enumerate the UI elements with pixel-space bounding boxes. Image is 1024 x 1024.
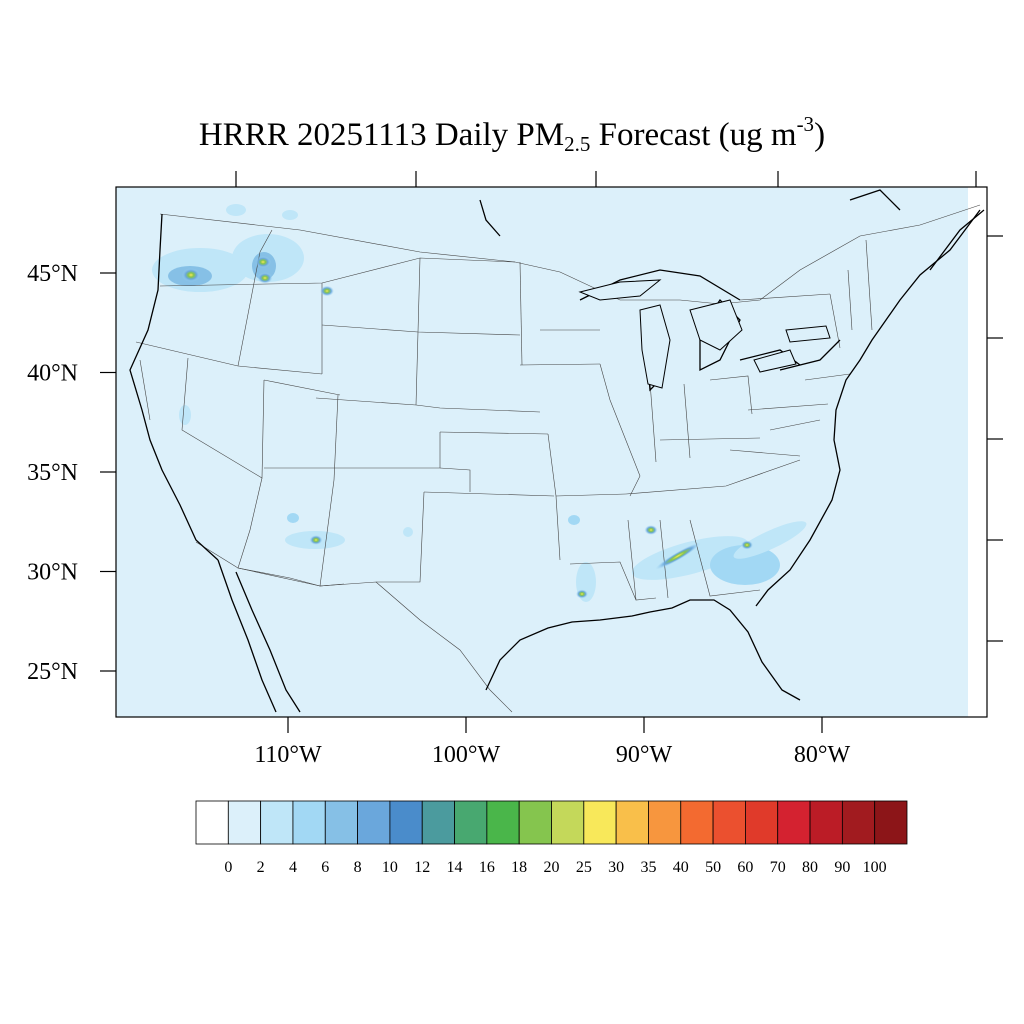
- colorbar-label-3: 6: [321, 859, 329, 876]
- lat-label-3: 30°N: [27, 560, 78, 586]
- colorbar-label-16: 60: [737, 859, 753, 876]
- hotspot-arizona-central: [309, 535, 323, 545]
- colorbar-label-4: 8: [354, 859, 362, 876]
- colorbar-swatch-0: [195, 800, 229, 845]
- lat-label-4: 25°N: [27, 659, 78, 685]
- colorbar-swatch-1: [227, 800, 262, 845]
- title-subscript: 2.5: [564, 132, 591, 156]
- hotspot-layer: [181, 256, 753, 599]
- title-superscript: -3: [796, 112, 815, 136]
- map-frame: [115, 186, 988, 718]
- title-middle: Forecast (ug m: [590, 117, 797, 153]
- plume-newmexico: [403, 527, 413, 537]
- hotspot-idaho-panhandle-south: [257, 272, 273, 284]
- colorbar-swatch-17: [745, 800, 779, 845]
- colorbar-swatch-11: [551, 800, 585, 845]
- colorbar-swatch-8: [454, 800, 488, 845]
- lat-label-1: 40°N: [27, 361, 78, 387]
- colorbar-label-13: 35: [640, 859, 656, 876]
- colorbar-label-17: 70: [770, 859, 786, 876]
- lat-label-0: 45°N: [27, 261, 78, 287]
- colorbar-swatch-15: [680, 800, 714, 845]
- colorbar-swatch-12: [583, 800, 617, 845]
- hotspot-montana-central: [320, 285, 334, 297]
- lon-label-0: 110°W: [254, 742, 322, 768]
- colorbar-swatch-21: [874, 800, 908, 845]
- hotspot-alabama-georgia-band: [655, 542, 701, 570]
- title-suffix: ): [814, 117, 826, 153]
- colorbar-label-9: 18: [511, 859, 527, 876]
- colorbar-label-15: 50: [705, 859, 721, 876]
- colorbar-label-5: 10: [382, 859, 398, 876]
- colorbar-label-12: 30: [608, 859, 624, 876]
- lat-label-2: 35°N: [27, 460, 78, 486]
- hotspot-georgia-east: [741, 540, 753, 550]
- plume-montana-north: [282, 210, 298, 220]
- hotspot-mississippi-central: [644, 525, 658, 535]
- plume-georgia: [710, 545, 780, 585]
- colorbar-swatch-4: [324, 800, 358, 845]
- plume-arizona-small: [287, 513, 299, 523]
- colorbar-swatch-9: [486, 800, 520, 845]
- colorbar-label-14: 40: [673, 859, 689, 876]
- colorbar-label-0: 0: [224, 859, 232, 876]
- colorbar-label-1: 2: [257, 859, 265, 876]
- colorbar-swatch-2: [260, 800, 294, 845]
- colorbar-label-18: 80: [802, 859, 818, 876]
- colorbar-swatch-3: [292, 800, 326, 845]
- colorbar-label-11: 25: [576, 859, 592, 876]
- colorbar: 0 2 4 6 8 10 12 14 16 18 20 25 30 35 40 50 60 70 80 90 100: [195, 800, 908, 876]
- map-east-edge: [968, 187, 987, 717]
- lon-ticks: [287, 717, 823, 733]
- colorbar-swatch-13: [615, 800, 649, 845]
- plume-montana: [226, 204, 246, 216]
- colorbar-label-6: 12: [414, 859, 430, 876]
- us-canada-border: [159, 204, 981, 305]
- colorbar-swatch-6: [389, 800, 423, 845]
- colorbar-swatch-18: [777, 800, 811, 845]
- lat-ticks: [100, 272, 116, 672]
- hotspot-louisiana-west: [576, 589, 588, 599]
- colorbar-swatch-5: [357, 800, 391, 845]
- lakes: [578, 279, 831, 389]
- colorbar-label-20: 100: [863, 859, 887, 876]
- lon-label-1: 100°W: [432, 742, 501, 768]
- colorbar-label-8: 16: [479, 859, 495, 876]
- latitude-labels: 45°N 40°N 35°N 30°N 25°N: [27, 261, 78, 685]
- plume-georgia-east: [733, 521, 807, 559]
- lon-label-2: 90°W: [616, 742, 673, 768]
- colorbar-label-2: 4: [289, 859, 297, 876]
- map-ticks: [235, 171, 1003, 642]
- colorbar-swatch-7: [421, 800, 455, 845]
- title-prefix: HRRR 20251113 Daily PM: [198, 117, 565, 153]
- state-boundaries: [135, 229, 873, 601]
- hotspot-idaho-panhandle-north: [255, 256, 271, 268]
- map-title: HRRR 20251113 Daily PM2.5 Forecast (ug m…: [0, 112, 1024, 157]
- colorbar-swatch-10: [518, 800, 552, 845]
- colorbar-label-10: 20: [544, 859, 560, 876]
- colorbar-swatch-20: [841, 800, 876, 845]
- colorbar-label-19: 90: [834, 859, 850, 876]
- colorbar-swatch-19: [809, 800, 843, 845]
- plume-alabama: [631, 536, 749, 580]
- colorbar-swatch-16: [712, 800, 746, 845]
- us-mexico-border: [195, 541, 513, 713]
- colorbar-label-7: 14: [447, 859, 463, 876]
- hotspot-oregon-washington-border: [181, 268, 201, 282]
- plume-nevada: [179, 405, 191, 425]
- longitude-labels: 110°W 100°W 90°W 80°W: [254, 742, 850, 768]
- plume-arkansas: [568, 515, 580, 525]
- lon-label-3: 80°W: [794, 742, 851, 768]
- colorbar-swatch-14: [648, 800, 682, 845]
